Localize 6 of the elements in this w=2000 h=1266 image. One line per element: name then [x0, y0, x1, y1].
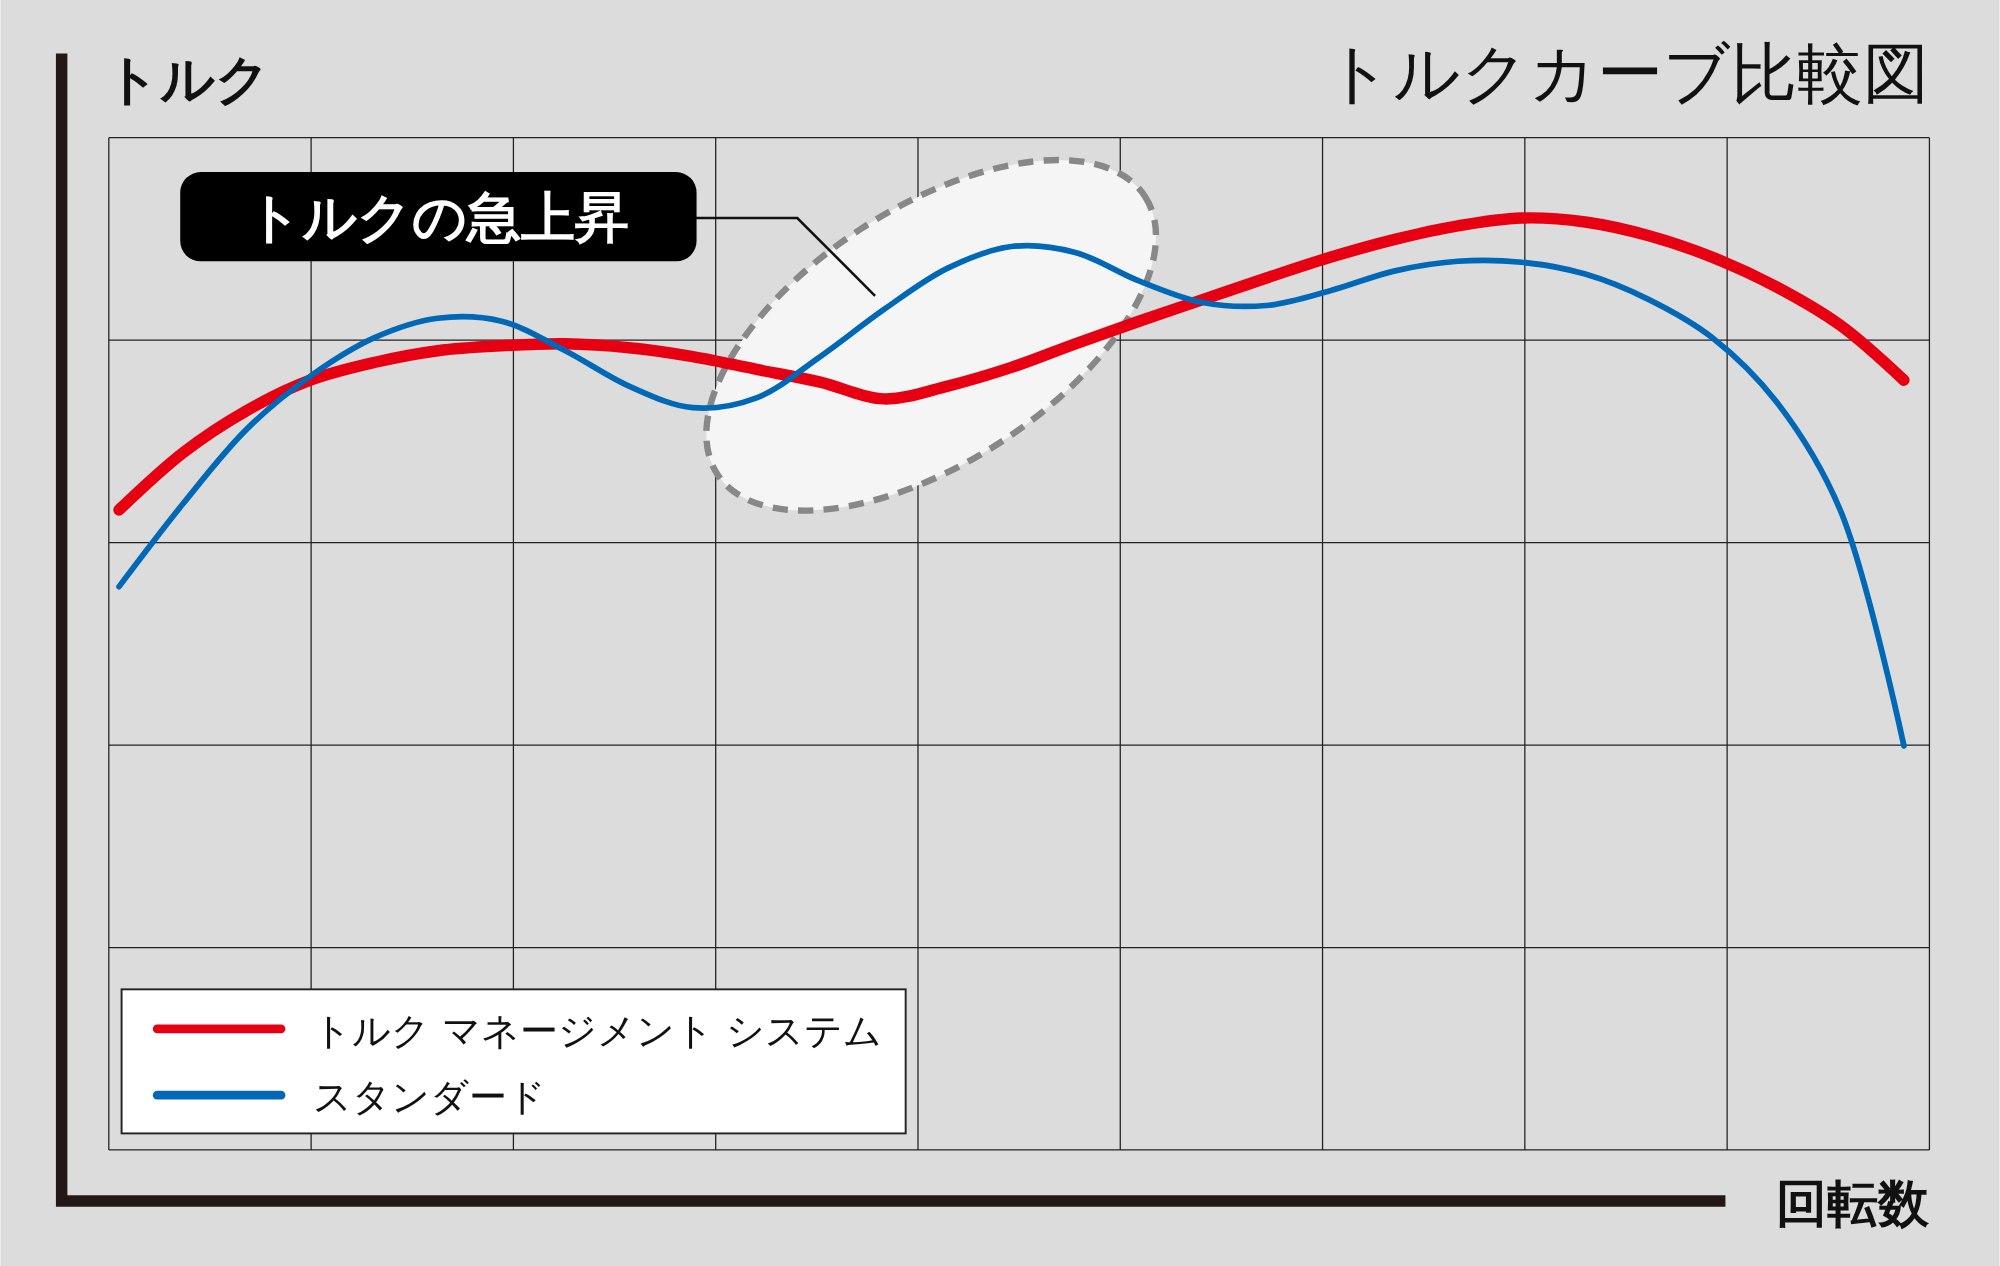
- legend-label: トルク マネージメント システム: [312, 1009, 883, 1054]
- chart-title: トルクカーブ比較図: [1325, 33, 1930, 112]
- legend-label: スタンダード: [312, 1075, 546, 1120]
- x-axis-title: 回転数: [1776, 1174, 1931, 1234]
- annotation: トルクの急上昇: [246, 185, 629, 249]
- y-axis-title: トルク: [105, 48, 270, 112]
